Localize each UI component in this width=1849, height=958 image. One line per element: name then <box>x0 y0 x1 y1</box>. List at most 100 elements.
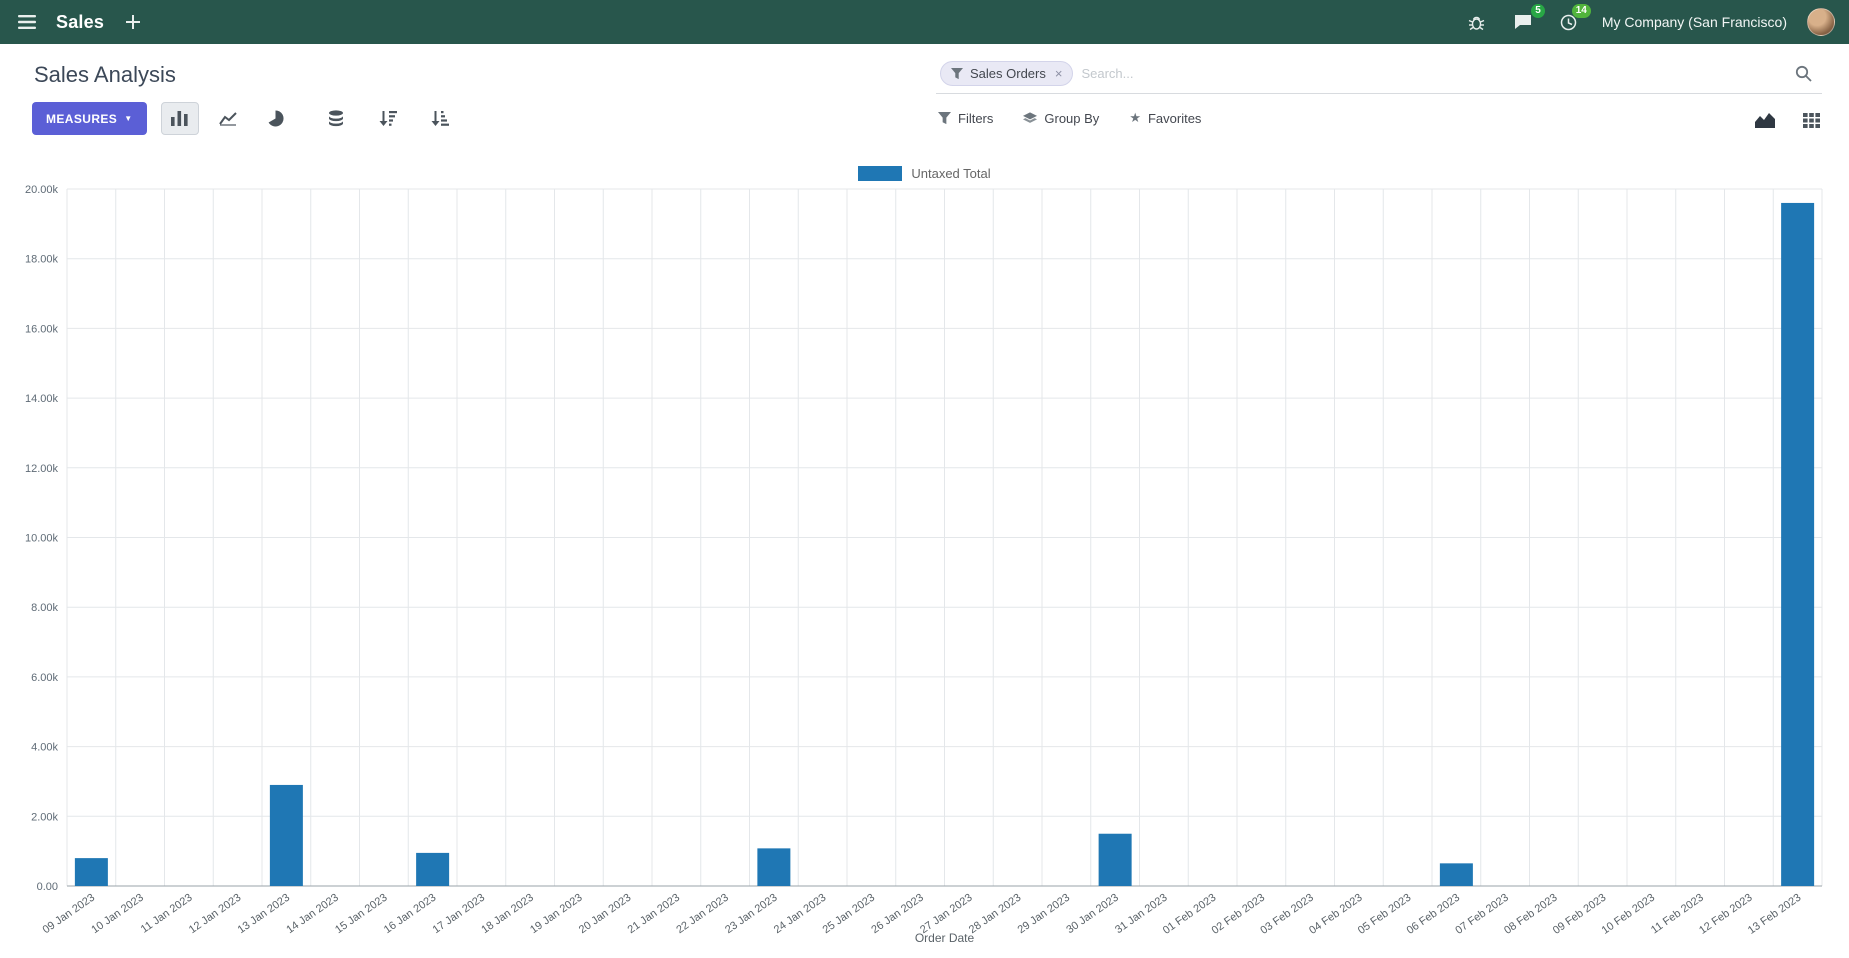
bar-chart-icon <box>171 111 188 126</box>
svg-text:25 Jan 2023: 25 Jan 2023 <box>821 892 877 937</box>
svg-text:22 Jan 2023: 22 Jan 2023 <box>674 892 730 937</box>
legend-label: Untaxed Total <box>911 166 991 181</box>
svg-text:10 Feb 2023: 10 Feb 2023 <box>1600 892 1657 937</box>
search-facet-sales-orders[interactable]: Sales Orders × <box>940 61 1074 86</box>
group-by-button[interactable]: Group By <box>1023 111 1099 126</box>
line-chart-button[interactable] <box>209 102 247 135</box>
line-chart-icon <box>218 112 237 126</box>
svg-text:16 Jan 2023: 16 Jan 2023 <box>382 892 438 937</box>
svg-text:05 Feb 2023: 05 Feb 2023 <box>1356 892 1413 937</box>
chart-area: Untaxed Total 0.00 2.00k 4.00k 6.00k 8.00k 10… <box>0 148 1849 958</box>
sort-ascending-icon <box>431 111 449 126</box>
svg-text:0.00: 0.00 <box>37 881 58 893</box>
chevron-down-icon: ▼ <box>124 114 133 123</box>
view-toolbar: MEASURES ▼ <box>32 102 459 135</box>
company-name[interactable]: My Company (San Francisco) <box>1601 14 1787 30</box>
search-icon[interactable] <box>1790 61 1816 87</box>
page-title: Sales Analysis <box>34 62 176 87</box>
svg-text:12 Feb 2023: 12 Feb 2023 <box>1697 892 1754 937</box>
svg-text:17 Jan 2023: 17 Jan 2023 <box>431 892 487 937</box>
facet-label: Sales Orders <box>970 66 1046 81</box>
favorites-star-icon: ★ <box>1129 110 1141 125</box>
svg-text:26 Jan 2023: 26 Jan 2023 <box>869 892 925 937</box>
svg-text:02 Feb 2023: 02 Feb 2023 <box>1210 892 1267 937</box>
svg-text:09 Feb 2023: 09 Feb 2023 <box>1551 892 1608 937</box>
top-navbar: Sales 5 14 My Company (San Francisco) <box>0 0 1849 44</box>
svg-text:21 Jan 2023: 21 Jan 2023 <box>626 892 682 937</box>
svg-text:6.00k: 6.00k <box>31 672 58 684</box>
svg-text:14 Jan 2023: 14 Jan 2023 <box>284 892 340 937</box>
svg-text:19 Jan 2023: 19 Jan 2023 <box>528 892 584 937</box>
messages-icon[interactable]: 5 <box>1510 4 1545 35</box>
stacked-toggle-button[interactable] <box>317 102 355 135</box>
bar-chart[interactable]: 0.00 2.00k 4.00k 6.00k 8.00k 10.00k 12.00k 14.0… <box>0 182 1849 958</box>
svg-text:8.00k: 8.00k <box>31 602 58 614</box>
svg-text:12 Jan 2023: 12 Jan 2023 <box>187 892 243 937</box>
favorites-button[interactable]: ★ Favorites <box>1129 110 1201 126</box>
group-by-layers-icon <box>1023 111 1038 125</box>
svg-text:18 Jan 2023: 18 Jan 2023 <box>479 892 535 937</box>
avatar[interactable] <box>1807 8 1835 36</box>
plus-icon[interactable] <box>120 9 146 35</box>
topbar-right: 5 14 My Company (San Francisco) <box>1464 4 1835 36</box>
svg-text:20 Jan 2023: 20 Jan 2023 <box>577 892 633 937</box>
pie-chart-button[interactable] <box>257 102 295 135</box>
svg-text:10.00k: 10.00k <box>25 533 59 545</box>
filter-funnel-icon <box>951 67 963 79</box>
svg-text:16.00k: 16.00k <box>25 323 59 335</box>
graph-view-button[interactable] <box>1745 104 1785 136</box>
svg-text:29 Jan 2023: 29 Jan 2023 <box>1016 892 1072 937</box>
svg-text:03 Feb 2023: 03 Feb 2023 <box>1258 892 1315 937</box>
favorites-label: Favorites <box>1147 110 1202 126</box>
group-by-label: Group By <box>1044 110 1100 126</box>
chart-legend: Untaxed Total <box>0 166 1849 181</box>
svg-text:20.00k: 20.00k <box>25 184 59 196</box>
svg-text:08 Feb 2023: 08 Feb 2023 <box>1502 892 1559 937</box>
chart-type-group <box>160 102 295 135</box>
sort-descending-button[interactable] <box>369 102 407 135</box>
filters-label: Filters <box>958 110 994 126</box>
area-chart-icon <box>1755 112 1775 128</box>
facet-remove-icon[interactable]: × <box>1054 66 1063 81</box>
svg-text:07 Feb 2023: 07 Feb 2023 <box>1453 892 1510 937</box>
app-name[interactable]: Sales <box>56 11 105 32</box>
pivot-grid-icon <box>1802 112 1820 128</box>
search-options-row: Filters Group By ★ Favorites <box>938 110 1201 126</box>
pivot-view-button[interactable] <box>1791 104 1831 136</box>
measures-button[interactable]: MEASURES ▼ <box>32 102 147 135</box>
svg-text:15 Jan 2023: 15 Jan 2023 <box>333 892 389 937</box>
svg-text:24 Jan 2023: 24 Jan 2023 <box>772 892 828 937</box>
sort-ascending-button[interactable] <box>421 102 459 135</box>
svg-text:13 Jan 2023: 13 Jan 2023 <box>236 892 292 937</box>
legend-swatch <box>858 166 903 181</box>
search-bar: Sales Orders × <box>936 58 1822 94</box>
svg-text:04 Feb 2023: 04 Feb 2023 <box>1307 892 1364 937</box>
view-switcher <box>1745 104 1831 136</box>
svg-text:12.00k: 12.00k <box>25 463 59 475</box>
svg-text:01 Feb 2023: 01 Feb 2023 <box>1161 892 1218 937</box>
svg-text:11 Jan 2023: 11 Jan 2023 <box>139 892 195 936</box>
filters-button[interactable]: Filters <box>938 111 993 126</box>
svg-text:27 Jan 2023: 27 Jan 2023 <box>918 892 974 937</box>
svg-text:10 Jan 2023: 10 Jan 2023 <box>89 892 145 937</box>
svg-text:06 Feb 2023: 06 Feb 2023 <box>1405 892 1462 937</box>
search-input[interactable] <box>1081 66 1782 81</box>
activities-badge: 14 <box>1571 4 1591 18</box>
svg-text:18.00k: 18.00k <box>25 254 59 266</box>
bar-chart-button[interactable] <box>160 102 199 135</box>
filters-funnel-icon <box>938 111 951 125</box>
svg-text:28 Jan 2023: 28 Jan 2023 <box>967 892 1023 937</box>
measures-label: MEASURES <box>46 111 118 126</box>
activities-clock-icon[interactable]: 14 <box>1556 4 1591 35</box>
control-panel: Sales Analysis MEASURES ▼ <box>0 44 1849 148</box>
svg-text:11 Feb 2023: 11 Feb 2023 <box>1649 892 1706 937</box>
stacked-icon <box>328 110 343 127</box>
apps-menu-icon[interactable] <box>14 9 40 35</box>
sort-descending-icon <box>379 111 397 126</box>
debug-bug-icon[interactable] <box>1464 9 1490 35</box>
svg-text:30 Jan 2023: 30 Jan 2023 <box>1064 892 1120 937</box>
svg-text:4.00k: 4.00k <box>31 742 58 754</box>
svg-text:09 Jan 2023: 09 Jan 2023 <box>41 892 97 937</box>
svg-text:23 Jan 2023: 23 Jan 2023 <box>723 892 779 937</box>
svg-text:13 Feb 2023: 13 Feb 2023 <box>1746 892 1803 937</box>
